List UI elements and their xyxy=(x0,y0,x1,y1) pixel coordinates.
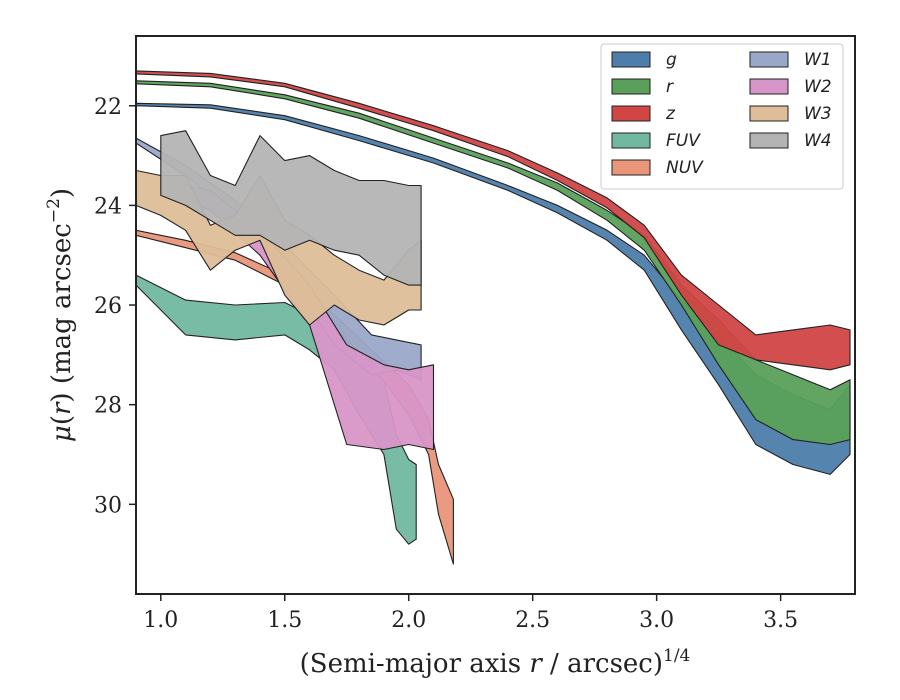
legend-swatch-w4 xyxy=(749,132,789,149)
legend-label-fuv: FUV xyxy=(666,131,701,151)
legend-label-w4: W4 xyxy=(804,131,832,151)
legend-label-w1: W1 xyxy=(804,50,832,70)
y-tick-label: 30 xyxy=(94,493,122,518)
x-axis-ticks: 1.0 1.5 2.0 2.5 3.0 3.5 xyxy=(143,594,798,633)
legend-swatch-w1 xyxy=(749,51,789,68)
band-g xyxy=(136,102,851,475)
profile-bands xyxy=(136,70,851,565)
x-axis-label: (Semi-major axis r / arcsec)1/4 xyxy=(300,646,691,679)
legend-label-nuv: NUV xyxy=(666,158,704,178)
y-tick-label: 26 xyxy=(94,294,122,319)
band-w4 xyxy=(160,130,422,286)
legend-label-w2: W2 xyxy=(804,77,832,97)
legend-swatch-fuv xyxy=(611,132,651,149)
y-tick-label: 22 xyxy=(94,95,122,120)
legend-label-g: g xyxy=(666,50,677,70)
legend-swatch-g xyxy=(611,51,651,68)
legend-label-r: r xyxy=(666,77,674,97)
legend: grz FUV NUV W1 W2 W3 W4 xyxy=(600,43,844,190)
legend-swatch-w2 xyxy=(749,78,789,95)
legend-label-z: z xyxy=(665,104,676,124)
y-tick-label: 24 xyxy=(94,194,122,219)
x-tick-label: 3.0 xyxy=(639,608,674,633)
x-tick-label: 1.5 xyxy=(267,608,302,633)
x-tick-label: 3.5 xyxy=(763,608,798,633)
legend-swatch-w3 xyxy=(749,105,789,122)
legend-swatch-r xyxy=(611,78,651,95)
legend-label-w3: W3 xyxy=(804,104,832,124)
x-tick-label: 2.0 xyxy=(391,608,426,633)
band-z xyxy=(136,70,851,371)
y-axis-label: μ(r) (mag arcsec−2) xyxy=(44,188,77,442)
plot-frame xyxy=(135,35,856,595)
y-tick-label: 28 xyxy=(94,394,122,419)
y-axis-ticks: 22 24 26 28 30 xyxy=(94,95,136,518)
legend-swatch-nuv xyxy=(611,159,651,176)
band-r xyxy=(136,80,851,446)
legend-swatch-z xyxy=(611,105,651,122)
x-tick-label: 1.0 xyxy=(143,608,178,633)
x-tick-label: 2.5 xyxy=(515,608,550,633)
